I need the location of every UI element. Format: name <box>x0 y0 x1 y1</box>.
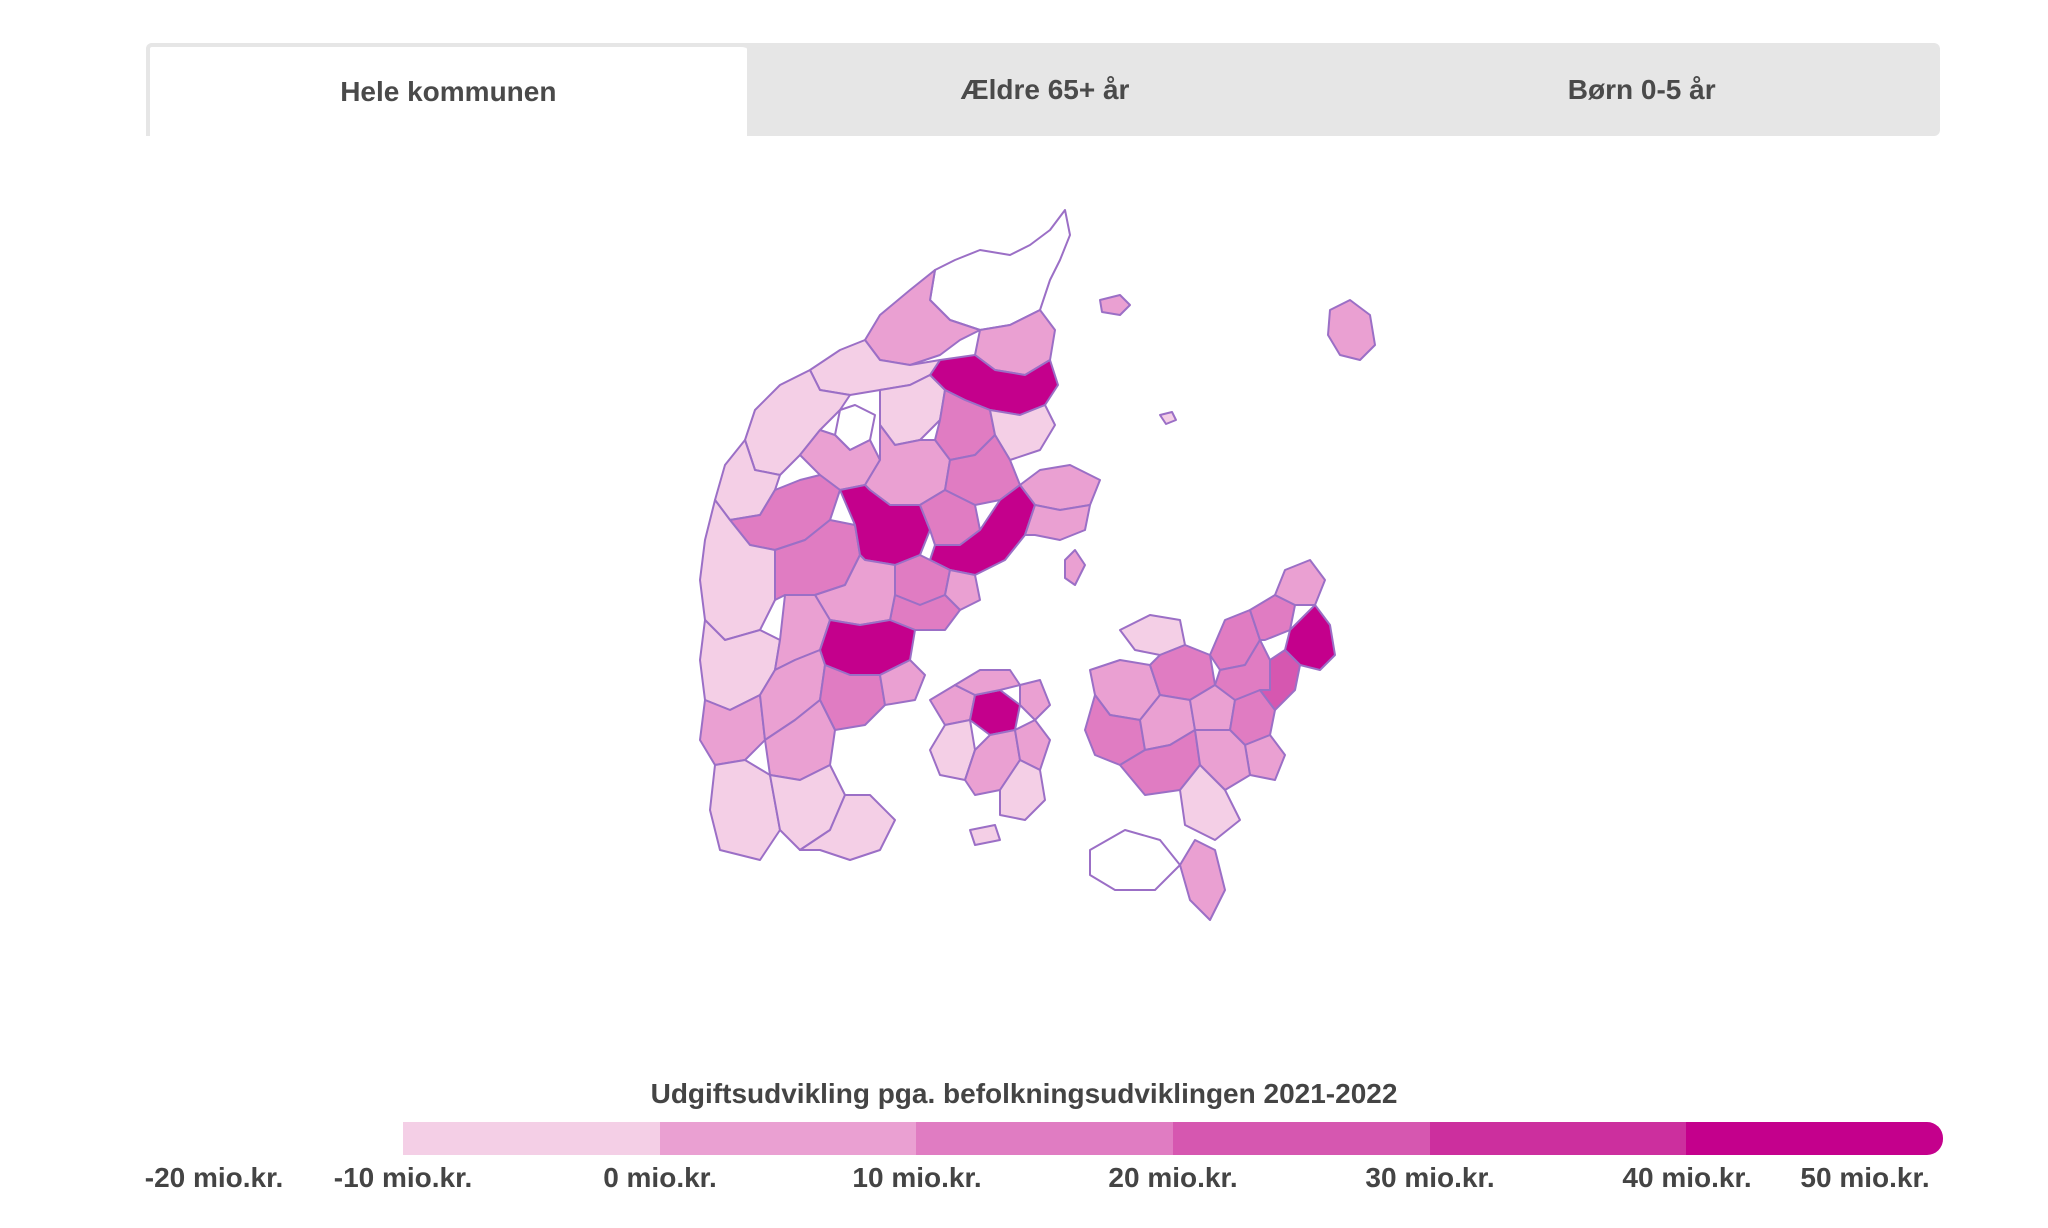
region-esbjerg[interactable] <box>699 694 766 766</box>
tab-aeldre-65[interactable]: Ældre 65+ år <box>960 73 1130 105</box>
region-samsoe[interactable] <box>1064 549 1086 586</box>
legend-label-2: 0 mio.kr. <box>603 1162 717 1193</box>
region-hjoerring[interactable] <box>864 269 981 366</box>
region-frederikshavn[interactable] <box>929 209 1071 331</box>
region-toender[interactable] <box>709 759 781 861</box>
legend-segment-1 <box>403 1122 660 1155</box>
region-fredericia[interactable] <box>879 659 926 706</box>
legend-label-1: -10 mio.kr. <box>333 1162 473 1193</box>
region-bornholm[interactable] <box>1327 299 1376 361</box>
legend-segment-5 <box>1429 1122 1687 1155</box>
legend-label-4: 20 mio.kr. <box>1108 1162 1238 1193</box>
legend-segment-3 <box>916 1122 1174 1155</box>
legend-title: Udgiftsudvikling pga. befolkningsudvikli… <box>650 1078 1398 1109</box>
legend-label-0: -20 mio.kr. <box>144 1162 284 1193</box>
region-soenderborg[interactable] <box>799 794 896 861</box>
region-stevns[interactable] <box>1244 734 1286 781</box>
region-thisted[interactable] <box>744 369 851 476</box>
region-helsingoer[interactable] <box>1274 559 1326 606</box>
region-aeroe[interactable] <box>969 824 1001 846</box>
region-anholt[interactable] <box>1159 411 1177 425</box>
legend-label-7: 50 mio.kr. <box>1800 1162 1930 1193</box>
region-kerteminde[interactable] <box>1019 679 1051 721</box>
region-lolland[interactable] <box>1089 829 1181 891</box>
region-syddjurs[interactable] <box>1024 504 1091 541</box>
region-greve[interactable] <box>1259 649 1301 711</box>
region-odder[interactable] <box>944 569 981 611</box>
region-nyborg[interactable] <box>1014 719 1051 771</box>
legend-segment-2 <box>659 1122 917 1155</box>
tab-boern-0-5[interactable]: Børn 0-5 år <box>1567 73 1716 105</box>
region-odense[interactable] <box>969 689 1021 736</box>
region-svendborg[interactable] <box>999 759 1046 821</box>
region-guldborgsund[interactable] <box>1179 839 1226 921</box>
region-laesoe[interactable] <box>1099 294 1131 316</box>
map-svg <box>699 209 1376 921</box>
legend-segment-4 <box>1173 1122 1430 1155</box>
region-vordingborg[interactable] <box>1179 764 1241 841</box>
legend-label-6: 40 mio.kr. <box>1622 1162 1752 1193</box>
legend-segment-6 <box>1686 1122 1943 1155</box>
legend-label-3: 10 mio.kr. <box>852 1162 982 1193</box>
tab-bar: Hele kommunen Ældre 65+ år Børn 0-5 år <box>146 43 1940 136</box>
denmark-municipality-map <box>680 200 1400 1070</box>
legend-label-5: 30 mio.kr. <box>1365 1162 1495 1193</box>
legend-color-bar <box>403 1122 1943 1155</box>
tab-hele-kommunen[interactable]: Hele kommunen <box>146 43 747 136</box>
